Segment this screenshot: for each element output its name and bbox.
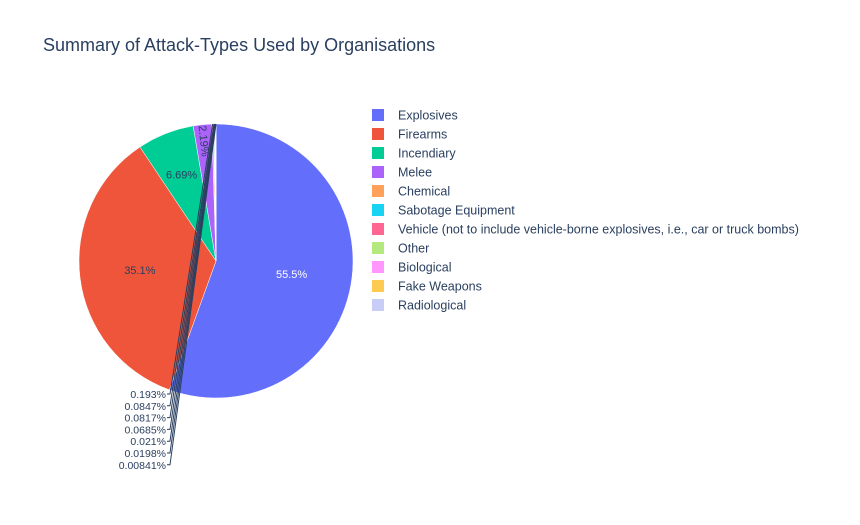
slice-label-chemical: 0.193% [130,389,166,401]
slice-label-sabotage-equipment: 0.0847% [125,401,166,413]
slice-label-melee: 2.19% [196,125,211,157]
legend-item-radiological[interactable]: Radiological [372,299,466,313]
legend-label: Radiological [398,299,466,313]
legend-label: Vehicle (not to include vehicle-borne ex… [398,223,799,237]
legend-swatch [372,299,384,311]
legend-swatch [372,280,384,292]
legend-label: Sabotage Equipment [398,204,515,218]
legend-label: Incendiary [398,147,456,161]
pie-slice-explosives[interactable] [169,123,354,399]
legend-swatch [372,147,384,159]
legend-swatch [372,185,384,197]
leader-line-sabotage-equipment [167,123,215,407]
slice-label-radiological: 0.00841% [119,460,166,472]
legend: Explosives Firearms Incendiary Melee Chemica… [372,109,799,313]
legend-label: Biological [398,261,452,275]
legend-label: Chemical [398,185,450,199]
leader-line-fake-weapons [167,123,217,454]
outside-labels: 0.193%0.0847%0.0817%0.0685%0.021%0.0198%… [119,123,217,472]
legend-swatch [372,242,384,254]
leader-line-radiological [167,123,217,466]
slice-label-incendiary: 6.69% [166,169,197,181]
slice-label-other: 0.0685% [125,424,166,436]
legend-item-biological[interactable]: Biological [372,261,452,275]
legend-label: Other [398,242,429,256]
slice-label-fake-weapons: 0.0198% [125,448,166,460]
legend-label: Melee [398,166,432,180]
legend-swatch [372,166,384,178]
legend-item-sabotage-equipment[interactable]: Sabotage Equipment [372,204,515,218]
legend-item-melee[interactable]: Melee [372,166,432,180]
legend-item-incendiary[interactable]: Incendiary [372,147,456,161]
legend-swatch [372,109,384,121]
legend-item-explosives[interactable]: Explosives [372,109,458,123]
legend-item-chemical[interactable]: Chemical [372,185,450,199]
leader-line-chemical [167,123,214,395]
slice-label-firearms: 35.1% [124,265,155,277]
legend-item-vehicle-not-to-include-vehicle-borne-exp[interactable]: Vehicle (not to include vehicle-borne ex… [372,223,799,237]
legend-item-other[interactable]: Other [372,242,429,256]
slice-label-biological: 0.021% [130,436,166,448]
legend-swatch [372,128,384,140]
pie-slices [78,123,354,399]
chart-title: Summary of Attack-Types Used by Organisa… [43,35,435,55]
legend-item-fake-weapons[interactable]: Fake Weapons [372,280,482,294]
slice-labels: 55.5% 35.1% 6.69% 2.19% [124,125,307,281]
legend-swatch [372,223,384,235]
leader-line-other [167,123,216,430]
slice-label-vehicle-not-to-include-vehicle-borne-exp: 0.0817% [125,413,166,425]
leader-line-biological [167,123,217,442]
legend-label: Firearms [398,128,447,142]
legend-label: Fake Weapons [398,280,482,294]
slice-label-explosives: 55.5% [276,269,307,281]
legend-swatch [372,261,384,273]
legend-item-firearms[interactable]: Firearms [372,128,447,142]
leader-line-vehicle-not-to-include-vehicle-borne-exp [167,123,216,419]
legend-label: Explosives [398,109,458,123]
legend-swatch [372,204,384,216]
